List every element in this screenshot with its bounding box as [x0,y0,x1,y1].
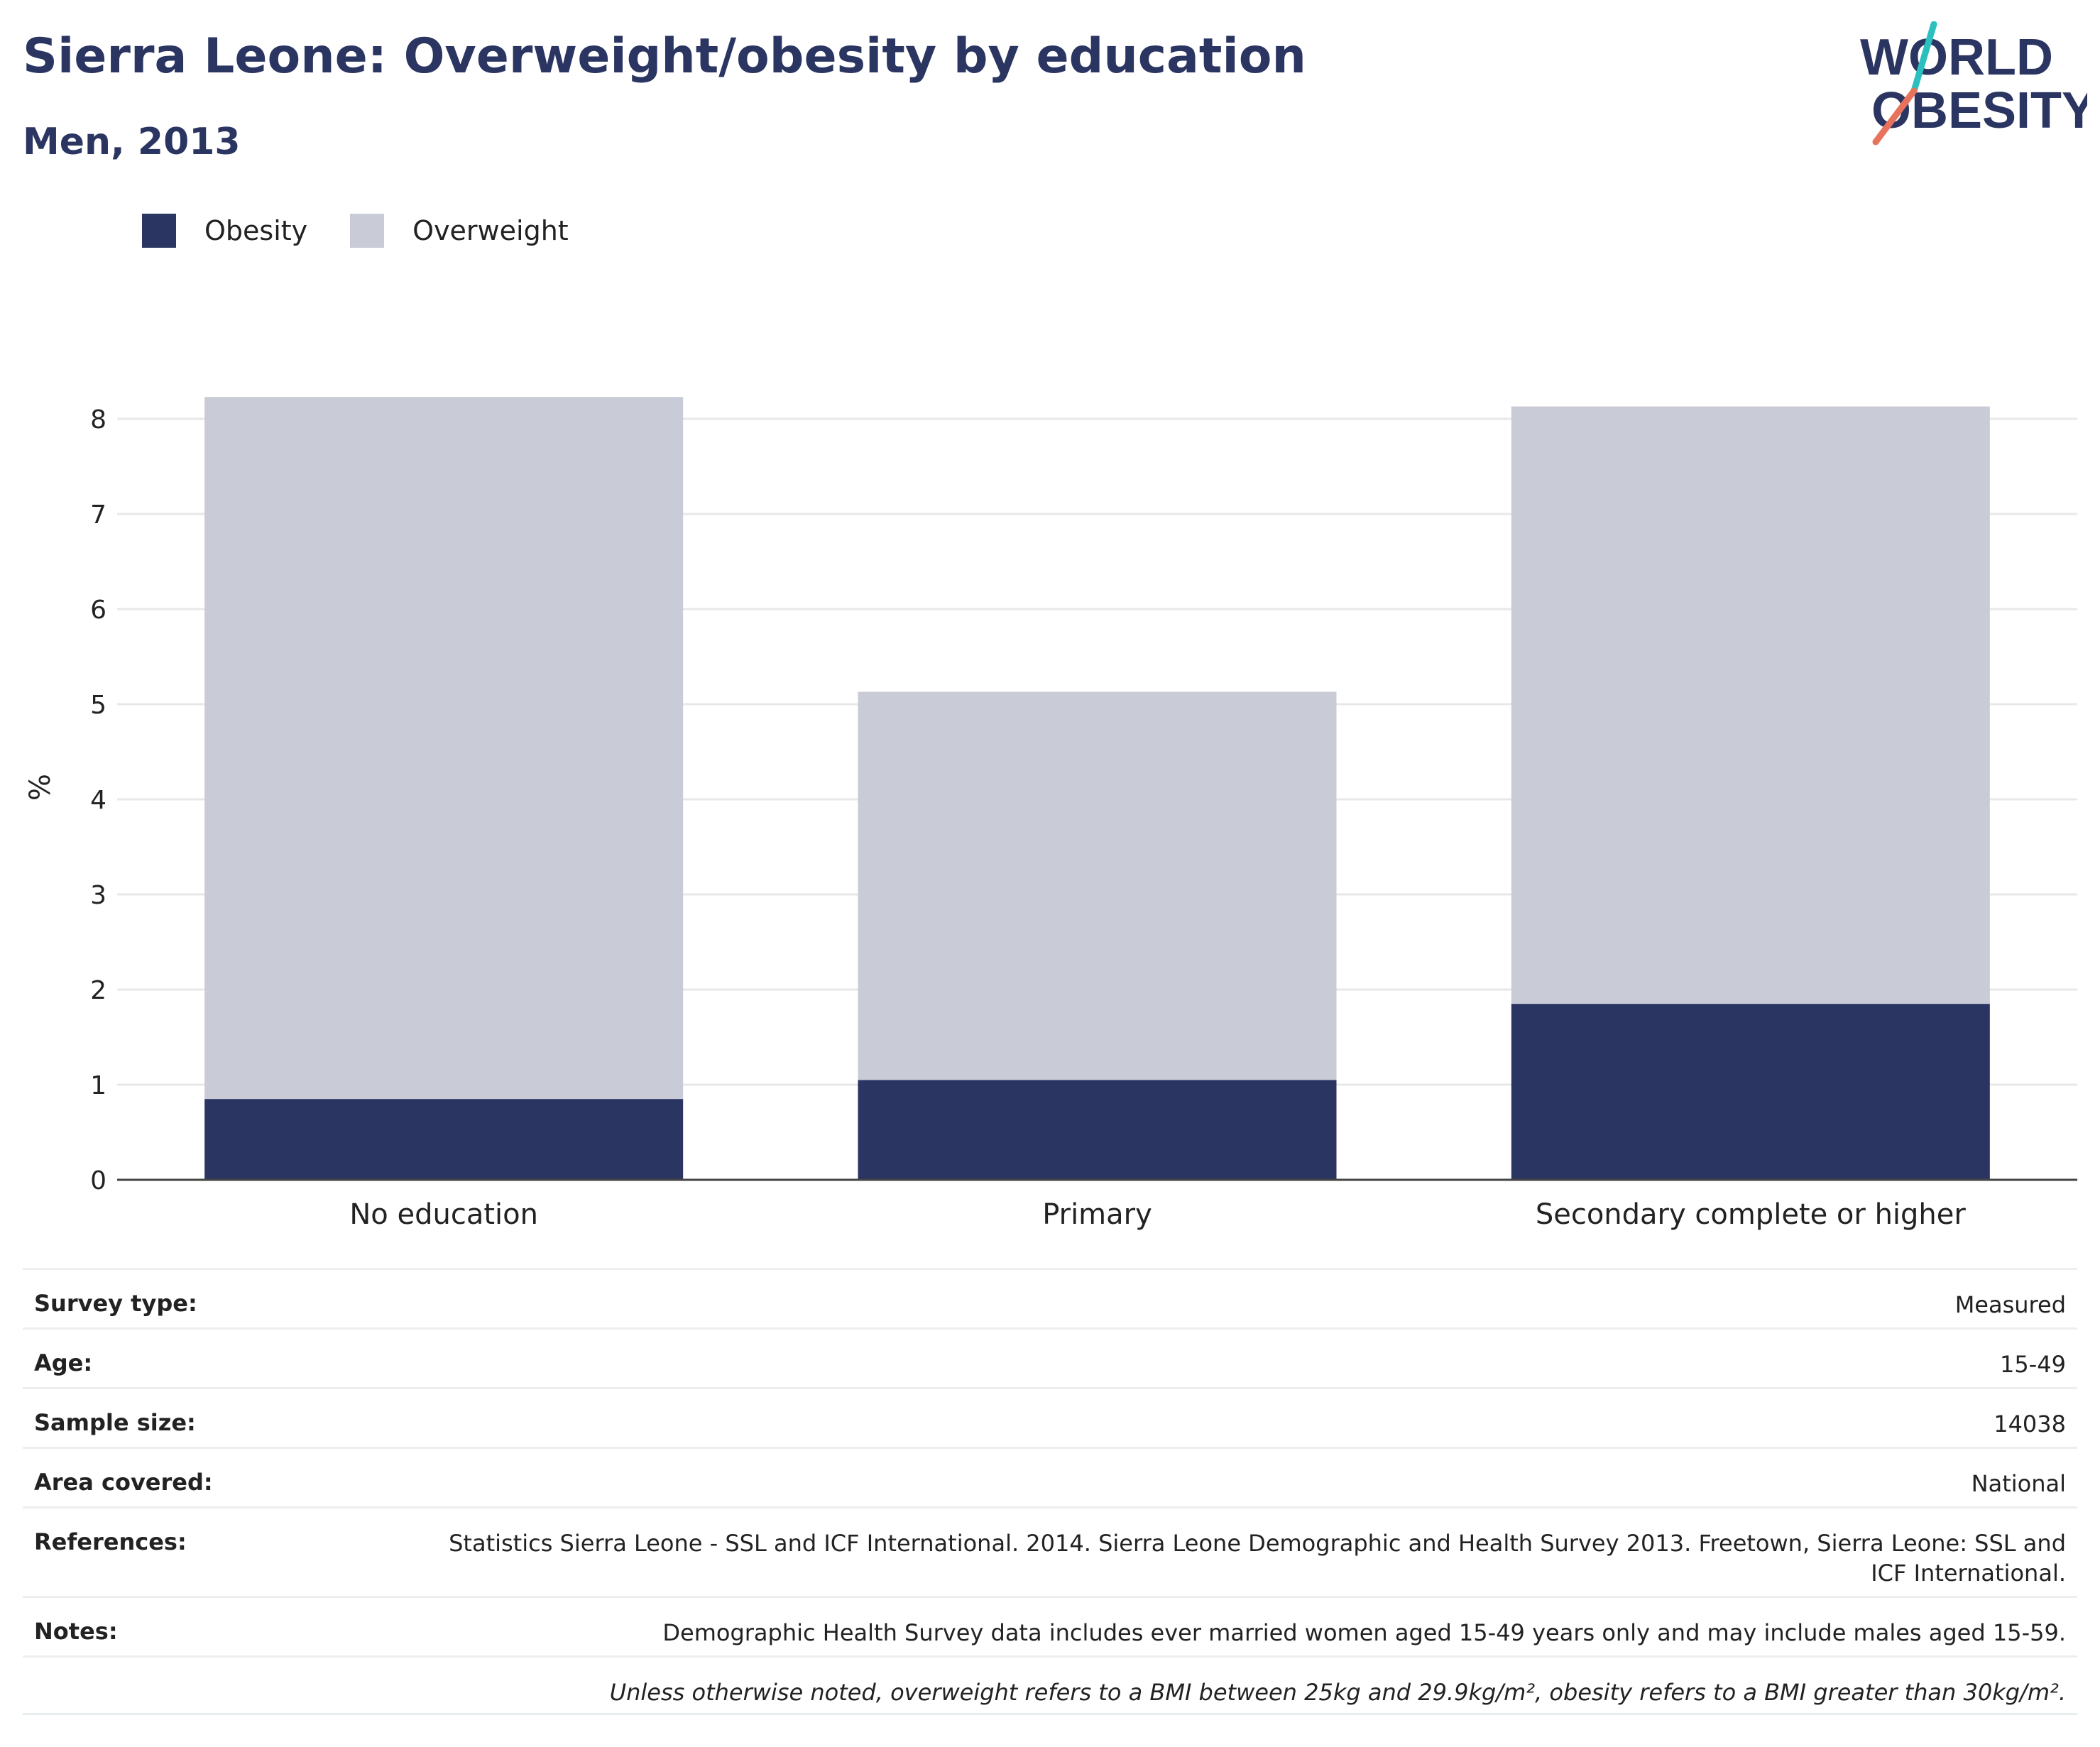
logo-word-obesity: OBESITY [1871,82,2087,139]
bar-obesity-2 [1511,1004,1990,1180]
logo-slash-coral [1872,87,1918,146]
y-tick-label-4: 4 [90,786,106,815]
info-value: Demographic Health Survey data includes … [662,1619,2066,1646]
legend-swatch-obesity [142,214,176,248]
info-row: Age: 15-49 [23,1327,2077,1387]
y-tick-label-0: 0 [90,1166,106,1195]
info-key: Survey type: [34,1290,197,1317]
info-value: Measured [1954,1291,2066,1318]
bar-overweight-1 [858,691,1337,1080]
info-key: Area covered: [34,1469,213,1496]
legend-item-overweight[interactable]: Overweight [350,214,569,248]
chart-title: Sierra Leone: Overweight/obesity by educ… [23,28,1306,84]
info-key: References: [34,1528,187,1555]
info-value: Unless otherwise noted, overweight refer… [609,1679,2066,1706]
info-value: Statistics Sierra Leone - SSL and ICF In… [449,1530,2066,1587]
info-row: References: Statistics Sierra Leone - SSL… [23,1506,2077,1596]
legend-label-obesity: Obesity [204,215,308,246]
info-row: Sample size: 14038 [23,1387,2077,1447]
y-tick-label-8: 8 [90,405,106,434]
legend-item-obesity[interactable]: Obesity [142,214,307,248]
info-row: Survey type: Measured [23,1268,2077,1327]
info-key: Sample size: [34,1409,196,1436]
info-row: Area covered: National [23,1447,2077,1506]
x-tick-label-1: Primary [1042,1198,1152,1231]
legend-swatch-overweight [350,214,385,248]
x-tick-label-0: No education [349,1198,538,1231]
logo-word-world: WORLD [1860,29,2053,86]
bar-overweight-0 [204,397,684,1100]
bar-obesity-1 [858,1080,1337,1180]
chart-legend: Obesity Overweight [142,213,611,248]
y-tick-label-1: 1 [90,1071,106,1100]
info-row: Notes: Demographic Health Survey data inc… [23,1596,2077,1655]
info-value: 14038 [1994,1411,2066,1437]
y-tick-label-7: 7 [90,500,106,530]
y-tick-label-6: 6 [90,596,106,625]
bar-overweight-2 [1511,406,1990,1004]
x-tick-label-2: Secondary complete or higher [1536,1198,1967,1231]
logo-slash-teal [1910,21,1937,94]
y-tick-label-5: 5 [90,691,106,720]
info-row: Unless otherwise noted, overweight refer… [23,1655,2077,1715]
bar-obesity-0 [204,1099,684,1180]
info-key: Notes: [34,1618,118,1645]
info-value: 15-49 [2000,1351,2066,1378]
chart-subtitle: Men, 2013 [23,121,241,163]
stacked-bar-chart: 0 1 2 3 4 5 6 7 8 No education Primary Secondary co… [90,397,2077,1231]
info-key: Age: [34,1349,93,1376]
y-tick-label-3: 3 [90,881,106,910]
world-obesity-logo: WORLD OBESITY [1860,21,2087,146]
info-value: National [1971,1470,2066,1497]
survey-info-table: Survey type: Measured Age: 15-49 Sample size… [23,1268,2077,1715]
legend-label-overweight: Overweight [412,215,569,246]
y-tick-label-2: 2 [90,976,106,1005]
